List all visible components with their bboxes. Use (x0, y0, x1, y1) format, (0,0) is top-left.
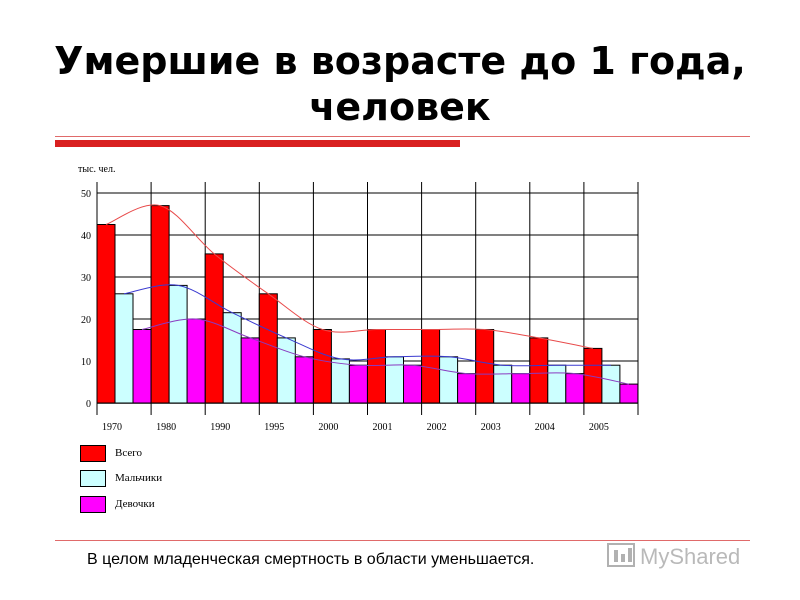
girls-bar (240, 337, 260, 404)
girls-bar (186, 318, 206, 404)
girls-bar (403, 364, 422, 404)
boys-bar (168, 284, 188, 404)
girls-bar (132, 329, 152, 404)
boys-bar (493, 364, 513, 404)
total-bar (96, 224, 116, 404)
boys-bar (547, 364, 567, 404)
x-tick-label: 2001 (373, 422, 393, 433)
boys-bar (114, 293, 134, 404)
boys-bar (276, 337, 296, 404)
y-tick-label: 40 (81, 231, 91, 242)
x-tick-label: 2003 (481, 422, 501, 433)
y-tick-label: 10 (81, 357, 91, 368)
girls-bar (294, 356, 314, 404)
watermark-logo: MyShared (607, 543, 740, 569)
legend-swatch-girls (80, 496, 106, 513)
legend-label-total: Всего (115, 447, 142, 459)
total-bar (312, 329, 332, 404)
x-tick-label: 2000 (318, 422, 338, 433)
y-tick-label: 0 (86, 399, 91, 410)
legend-label-girls: Девочки (115, 498, 155, 510)
x-tick-label: 1990 (210, 422, 230, 433)
boys-trend-line (123, 284, 611, 367)
total-bar (150, 205, 170, 404)
x-tick-label: 1995 (264, 422, 284, 433)
boys-bar (439, 356, 459, 404)
girls-bar (457, 373, 477, 404)
bars-layer (96, 205, 639, 404)
y-tick-label: 20 (81, 315, 91, 326)
legend-swatch-boys (80, 470, 106, 487)
title-divider-thin (55, 136, 750, 137)
total-bar (367, 329, 386, 404)
boys-bar (222, 312, 242, 404)
axis-layer: 0 10 20 30 40 50 1970 1980 1990 1995 2000 2001 2002 2… (81, 189, 609, 433)
x-tick-label: 2005 (589, 422, 609, 433)
y-tick-label: 30 (81, 273, 91, 284)
title-divider-thick (55, 140, 460, 147)
footer-divider (55, 540, 750, 541)
total-bar (529, 337, 549, 404)
watermark-screen-icon (607, 543, 635, 567)
girls-bar (348, 364, 368, 404)
total-bar (204, 253, 224, 404)
x-tick-label: 2002 (427, 422, 447, 433)
total-bar (258, 293, 278, 404)
x-tick-label: 1980 (156, 422, 176, 433)
total-bar (475, 329, 495, 404)
girls-bar (565, 373, 585, 404)
girls-bar (511, 373, 531, 404)
slide-caption: В целом младенческая смертность в област… (87, 551, 535, 568)
boys-bar (601, 364, 621, 404)
total-trend-line (105, 204, 593, 349)
trend-layer (105, 204, 629, 385)
girls-trend-line (141, 318, 629, 385)
legend-label-boys: Мальчики (115, 472, 163, 484)
boys-bar (330, 358, 350, 404)
watermark-text: MyShared (640, 544, 740, 569)
x-tick-label: 1970 (102, 422, 122, 433)
x-tick-label: 2004 (535, 422, 555, 433)
legend-swatch-total (80, 445, 106, 462)
girls-bar (619, 383, 639, 404)
y-tick-label: 50 (81, 189, 91, 200)
slide-title: Умершие в возрасте до 1 года, человек (54, 39, 746, 129)
y-axis-unit-label: тыс. чел. (78, 164, 116, 175)
boys-bar (385, 356, 404, 404)
